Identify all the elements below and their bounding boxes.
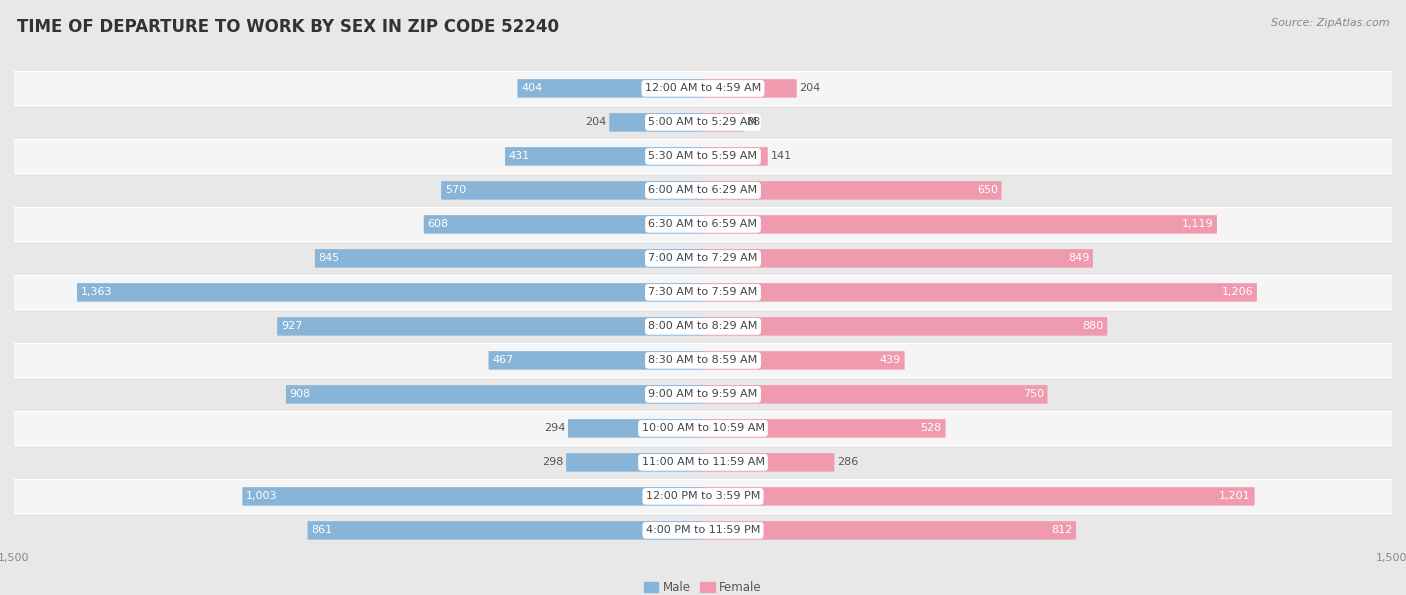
FancyBboxPatch shape — [0, 446, 1406, 480]
Text: Source: ZipAtlas.com: Source: ZipAtlas.com — [1271, 18, 1389, 28]
FancyBboxPatch shape — [567, 453, 703, 472]
FancyBboxPatch shape — [441, 181, 703, 200]
FancyBboxPatch shape — [77, 283, 703, 302]
FancyBboxPatch shape — [285, 385, 703, 403]
Text: 404: 404 — [522, 83, 543, 93]
Text: 528: 528 — [921, 424, 942, 433]
Text: 750: 750 — [1022, 389, 1043, 399]
FancyBboxPatch shape — [0, 343, 1406, 377]
Text: 141: 141 — [770, 151, 792, 161]
FancyBboxPatch shape — [703, 215, 1218, 234]
Text: 5:30 AM to 5:59 AM: 5:30 AM to 5:59 AM — [648, 151, 758, 161]
Text: 204: 204 — [800, 83, 821, 93]
Text: TIME OF DEPARTURE TO WORK BY SEX IN ZIP CODE 52240: TIME OF DEPARTURE TO WORK BY SEX IN ZIP … — [17, 18, 558, 36]
FancyBboxPatch shape — [0, 480, 1406, 513]
Text: 4:00 PM to 11:59 PM: 4:00 PM to 11:59 PM — [645, 525, 761, 536]
FancyBboxPatch shape — [277, 317, 703, 336]
FancyBboxPatch shape — [703, 147, 768, 165]
FancyBboxPatch shape — [703, 317, 1107, 336]
Text: 1,003: 1,003 — [246, 491, 277, 502]
FancyBboxPatch shape — [0, 208, 1406, 242]
Text: 861: 861 — [311, 525, 332, 536]
Text: 431: 431 — [509, 151, 530, 161]
FancyBboxPatch shape — [0, 411, 1406, 446]
FancyBboxPatch shape — [703, 249, 1092, 268]
FancyBboxPatch shape — [315, 249, 703, 268]
FancyBboxPatch shape — [703, 487, 1254, 506]
FancyBboxPatch shape — [488, 351, 703, 369]
Text: 6:30 AM to 6:59 AM: 6:30 AM to 6:59 AM — [648, 220, 758, 230]
FancyBboxPatch shape — [703, 113, 744, 131]
Text: 8:30 AM to 8:59 AM: 8:30 AM to 8:59 AM — [648, 355, 758, 365]
FancyBboxPatch shape — [703, 283, 1257, 302]
FancyBboxPatch shape — [0, 242, 1406, 275]
Text: 7:30 AM to 7:59 AM: 7:30 AM to 7:59 AM — [648, 287, 758, 298]
Text: 1,119: 1,119 — [1181, 220, 1213, 230]
FancyBboxPatch shape — [0, 139, 1406, 173]
FancyBboxPatch shape — [0, 105, 1406, 139]
Text: 908: 908 — [290, 389, 311, 399]
Text: 5:00 AM to 5:29 AM: 5:00 AM to 5:29 AM — [648, 117, 758, 127]
Text: 12:00 PM to 3:59 PM: 12:00 PM to 3:59 PM — [645, 491, 761, 502]
Text: 8:00 AM to 8:29 AM: 8:00 AM to 8:29 AM — [648, 321, 758, 331]
Text: 11:00 AM to 11:59 AM: 11:00 AM to 11:59 AM — [641, 458, 765, 468]
Text: 1,206: 1,206 — [1222, 287, 1253, 298]
Text: 298: 298 — [541, 458, 564, 468]
FancyBboxPatch shape — [0, 309, 1406, 343]
Text: 88: 88 — [747, 117, 761, 127]
Text: 286: 286 — [837, 458, 859, 468]
Text: 10:00 AM to 10:59 AM: 10:00 AM to 10:59 AM — [641, 424, 765, 433]
Text: 849: 849 — [1069, 253, 1090, 264]
FancyBboxPatch shape — [703, 79, 797, 98]
Legend: Male, Female: Male, Female — [640, 576, 766, 595]
FancyBboxPatch shape — [0, 173, 1406, 208]
Text: 880: 880 — [1083, 321, 1104, 331]
Text: 608: 608 — [427, 220, 449, 230]
Text: 812: 812 — [1052, 525, 1073, 536]
Text: 6:00 AM to 6:29 AM: 6:00 AM to 6:29 AM — [648, 186, 758, 195]
Text: 467: 467 — [492, 355, 513, 365]
Text: 927: 927 — [281, 321, 302, 331]
FancyBboxPatch shape — [703, 453, 834, 472]
FancyBboxPatch shape — [609, 113, 703, 131]
FancyBboxPatch shape — [703, 521, 1076, 540]
FancyBboxPatch shape — [242, 487, 703, 506]
FancyBboxPatch shape — [423, 215, 703, 234]
FancyBboxPatch shape — [0, 71, 1406, 105]
Text: 294: 294 — [544, 424, 565, 433]
Text: 570: 570 — [444, 186, 465, 195]
FancyBboxPatch shape — [505, 147, 703, 165]
FancyBboxPatch shape — [0, 275, 1406, 309]
FancyBboxPatch shape — [0, 513, 1406, 547]
FancyBboxPatch shape — [703, 385, 1047, 403]
Text: 845: 845 — [319, 253, 340, 264]
Text: 439: 439 — [880, 355, 901, 365]
FancyBboxPatch shape — [703, 419, 945, 438]
Text: 12:00 AM to 4:59 AM: 12:00 AM to 4:59 AM — [645, 83, 761, 93]
Text: 204: 204 — [585, 117, 606, 127]
Text: 7:00 AM to 7:29 AM: 7:00 AM to 7:29 AM — [648, 253, 758, 264]
FancyBboxPatch shape — [308, 521, 703, 540]
Text: 1,201: 1,201 — [1219, 491, 1251, 502]
Text: 1,363: 1,363 — [80, 287, 112, 298]
FancyBboxPatch shape — [0, 377, 1406, 411]
FancyBboxPatch shape — [703, 181, 1001, 200]
FancyBboxPatch shape — [568, 419, 703, 438]
Text: 9:00 AM to 9:59 AM: 9:00 AM to 9:59 AM — [648, 389, 758, 399]
Text: 650: 650 — [977, 186, 998, 195]
FancyBboxPatch shape — [517, 79, 703, 98]
FancyBboxPatch shape — [703, 351, 904, 369]
